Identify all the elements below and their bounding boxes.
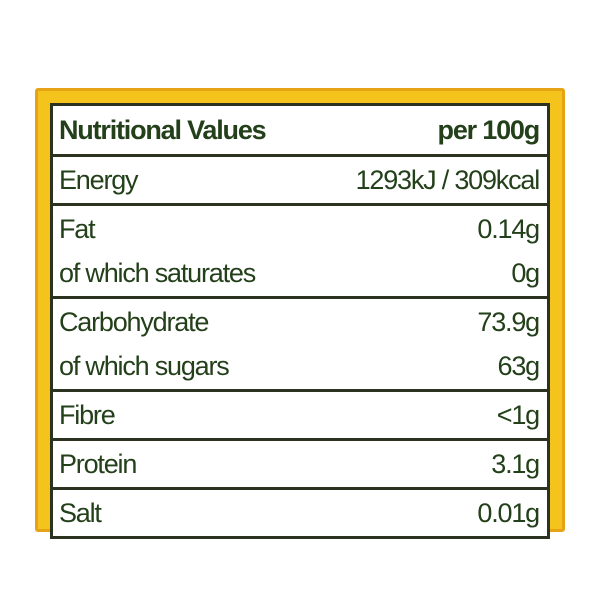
nutrient-row: of which saturates 0g [53, 251, 547, 295]
row-group: Salt 0.01g [53, 487, 547, 536]
nutrient-name: of which saturates [59, 257, 256, 288]
label-frame: Nutritional Values per 100g Energy 1293kJ… [35, 88, 565, 539]
nutrient-row: Carbohydrate 73.9g [53, 300, 547, 344]
header-unit: per 100g [437, 114, 541, 145]
nutrient-name: Fat [59, 213, 96, 244]
row-group: Protein 3.1g [53, 438, 547, 487]
nutrient-value: 0.14g [477, 213, 540, 244]
nutrient-name: Energy [59, 164, 139, 195]
header-row: Nutritional Values per 100g [53, 107, 547, 153]
row-group: Fat 0.14g of which saturates 0g [53, 203, 547, 296]
nutrient-row: Fat 0.14g [53, 207, 547, 251]
nutrient-name: Protein [59, 448, 137, 479]
nutrient-name: Carbohydrate [59, 306, 209, 337]
nutrition-table: Nutritional Values per 100g Energy 1293kJ… [50, 103, 550, 539]
row-group: Carbohydrate 73.9g of which sugars 63g [53, 296, 547, 389]
nutrient-row: Protein 3.1g [53, 442, 547, 486]
nutrient-value: 63g [497, 350, 541, 381]
nutrient-value: 1293kJ / 309kcal [355, 164, 541, 195]
nutrient-name: Fibre [59, 399, 116, 430]
header-label: Nutritional Values [59, 114, 267, 145]
row-group: Energy 1293kJ / 309kcal [53, 154, 547, 203]
nutrient-value: 3.1g [491, 448, 540, 479]
row-group: Fibre <1g [53, 389, 547, 438]
nutrient-value: 0g [511, 257, 540, 288]
nutrient-name: of which sugars [59, 350, 230, 381]
nutrient-value: 0.01g [477, 497, 540, 528]
nutrient-value: <1g [496, 399, 540, 430]
nutrient-row: Salt 0.01g [53, 491, 547, 535]
nutrient-value: 73.9g [477, 306, 540, 337]
nutrient-name: Salt [59, 497, 102, 528]
nutrient-row: Fibre <1g [53, 393, 547, 437]
nutrient-row: Energy 1293kJ / 309kcal [53, 158, 547, 202]
nutrient-row: of which sugars 63g [53, 344, 547, 388]
header-group: Nutritional Values per 100g [53, 106, 547, 154]
